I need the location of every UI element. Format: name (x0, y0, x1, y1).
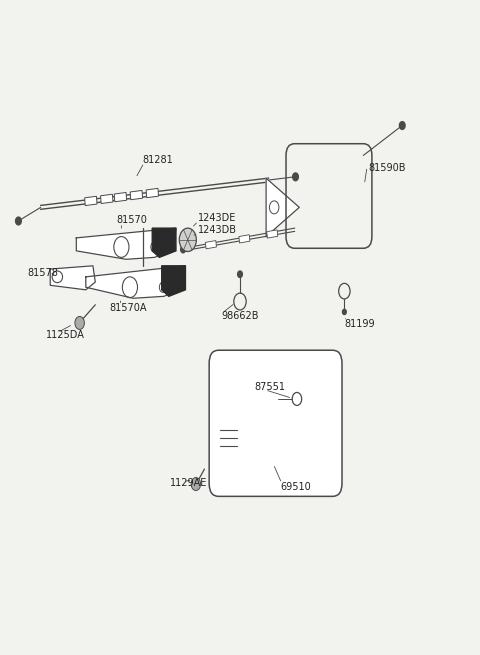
Circle shape (180, 246, 185, 253)
Text: 81570: 81570 (117, 215, 147, 225)
Polygon shape (266, 178, 300, 236)
FancyBboxPatch shape (114, 193, 127, 202)
Circle shape (238, 271, 242, 278)
Polygon shape (76, 228, 176, 259)
Text: 69510: 69510 (281, 481, 312, 492)
Text: 1129AE: 1129AE (170, 478, 207, 489)
FancyBboxPatch shape (205, 240, 216, 249)
Circle shape (75, 316, 84, 329)
Text: 1243DE: 1243DE (198, 214, 237, 223)
Polygon shape (86, 266, 185, 298)
Circle shape (191, 477, 201, 491)
Circle shape (179, 228, 196, 252)
Text: 1243DB: 1243DB (198, 225, 237, 235)
Text: 98662B: 98662B (221, 311, 259, 321)
Text: 81281: 81281 (143, 155, 173, 165)
Polygon shape (50, 266, 96, 290)
Text: 81590B: 81590B (368, 163, 406, 174)
FancyBboxPatch shape (209, 350, 342, 496)
Polygon shape (152, 228, 176, 257)
Circle shape (293, 173, 299, 181)
FancyBboxPatch shape (130, 191, 143, 200)
Text: 81578: 81578 (27, 268, 59, 278)
Text: 81199: 81199 (344, 319, 375, 329)
Text: 87551: 87551 (254, 383, 285, 392)
FancyBboxPatch shape (239, 234, 250, 243)
Circle shape (15, 217, 21, 225)
FancyBboxPatch shape (101, 195, 113, 204)
Ellipse shape (52, 271, 62, 283)
FancyBboxPatch shape (146, 189, 158, 198)
FancyBboxPatch shape (84, 196, 97, 206)
Circle shape (342, 309, 346, 314)
Polygon shape (162, 266, 185, 296)
Text: 1125DA: 1125DA (46, 330, 84, 341)
Circle shape (399, 122, 405, 130)
Text: 81570A: 81570A (109, 303, 147, 313)
FancyBboxPatch shape (267, 230, 278, 238)
